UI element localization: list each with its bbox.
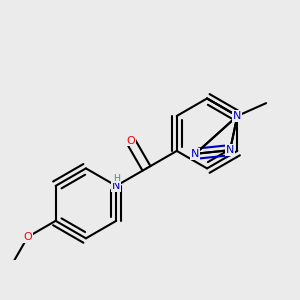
Text: O: O bbox=[126, 136, 135, 146]
Text: O: O bbox=[23, 232, 32, 242]
Text: N: N bbox=[233, 111, 242, 121]
Text: N: N bbox=[191, 149, 200, 159]
Text: H: H bbox=[113, 174, 120, 183]
Text: N: N bbox=[112, 181, 120, 191]
Text: N: N bbox=[226, 145, 234, 155]
